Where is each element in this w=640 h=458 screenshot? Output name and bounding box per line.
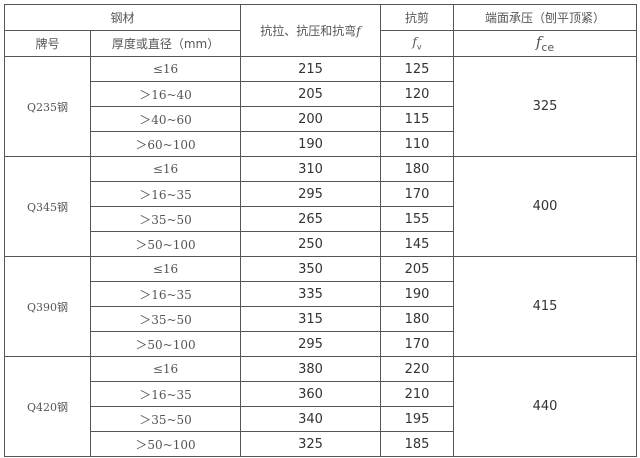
table-row: Q420钢 ≤16 380 220 440 [4, 356, 638, 457]
header-shear-symbol: fv [380, 30, 455, 57]
grade-cell: Q390钢 [4, 256, 91, 357]
table-row: ＞50~100 325 185 [5, 431, 637, 457]
thickness-cell: ＞35~50 [89, 406, 242, 432]
tension-cell: 295 [240, 331, 382, 357]
shear-cell: 170 [380, 181, 455, 207]
grade-cell: Q420钢 [4, 356, 91, 457]
shear-cell: 185 [380, 431, 455, 457]
table-row: ＞40~60 200 115 [5, 106, 637, 132]
tension-cell: 310 [240, 156, 382, 182]
thickness-cell: ＞50~100 [89, 331, 242, 357]
header-tension: 抗拉、抗压和抗弯f [240, 4, 382, 57]
header-bearing-symbol: fce [453, 30, 638, 57]
table-row: ＞35~50 340 195 [5, 406, 637, 432]
header-steel: 钢材 [3, 4, 242, 31]
shear-cell: 180 [380, 306, 455, 332]
header-bearing: 端面承压（刨平顶紧） [453, 4, 638, 31]
shear-cell: 110 [380, 131, 455, 157]
table-row: ＞16~40 205 120 [5, 81, 637, 107]
shear-cell: 205 [380, 256, 455, 282]
table-row: Q345钢 ≤16 310 180 400 [4, 156, 638, 257]
tension-cell: 190 [240, 131, 382, 157]
table-row: ＞60~100 190 110 [5, 131, 637, 157]
tension-cell: 360 [240, 381, 382, 407]
thickness-cell: ＞40~60 [89, 106, 242, 132]
thickness-cell: ＞35~50 [89, 206, 242, 232]
tension-cell: 250 [240, 231, 382, 257]
table-row: ＞16~35 335 190 [5, 281, 637, 307]
header-grade: 牌号 [4, 30, 91, 57]
shear-cell: 155 [380, 206, 455, 232]
table-row: ＞50~100 295 170 [5, 331, 637, 357]
tension-cell: 315 [240, 306, 382, 332]
shear-cell: 195 [380, 406, 455, 432]
thickness-cell: ＞35~50 [89, 306, 242, 332]
shear-cell: 125 [380, 56, 455, 82]
bearing-cell: 400 [453, 156, 638, 257]
table-row: ＞35~50 315 180 [5, 306, 637, 332]
tension-cell: 265 [240, 206, 382, 232]
shear-cell: 115 [380, 106, 455, 132]
shear-cell: 170 [380, 331, 455, 357]
thickness-cell: ＞16~35 [89, 181, 242, 207]
table-row: Q235钢 ≤16 215 125 325 [4, 56, 638, 157]
header-thickness: 厚度或直径（mm） [89, 30, 242, 57]
grade-cell: Q345钢 [4, 156, 91, 257]
tension-cell: 295 [240, 181, 382, 207]
steel-strength-table: 钢材 抗拉、抗压和抗弯f 抗剪 端面承压（刨平顶紧） 牌号 厚度或直径（mm） … [3, 4, 638, 457]
grade-cell: Q235钢 [4, 56, 91, 157]
shear-cell: 180 [380, 156, 455, 182]
tension-cell: 350 [240, 256, 382, 282]
tension-cell: 335 [240, 281, 382, 307]
thickness-cell: ＞16~35 [89, 381, 242, 407]
tension-cell: 200 [240, 106, 382, 132]
thickness-cell: ≤16 [89, 356, 242, 382]
shear-cell: 145 [380, 231, 455, 257]
header-shear: 抗剪 [380, 4, 455, 31]
table-row: Q390钢 ≤16 350 205 415 [4, 256, 638, 357]
table-row: ＞16~35 295 170 [5, 181, 637, 207]
tension-cell: 215 [240, 56, 382, 82]
shear-cell: 120 [380, 81, 455, 107]
thickness-cell: ＞16~35 [89, 281, 242, 307]
shear-cell: 210 [380, 381, 455, 407]
thickness-cell: ≤16 [89, 56, 242, 82]
bearing-cell: 415 [453, 256, 638, 357]
thickness-cell: ≤16 [89, 156, 242, 182]
thickness-cell: ＞50~100 [89, 231, 242, 257]
bearing-cell: 440 [453, 356, 638, 457]
thickness-cell: ＞16~40 [89, 81, 242, 107]
table-row: ＞16~35 360 210 [5, 381, 637, 407]
tension-cell: 380 [240, 356, 382, 382]
tension-cell: 205 [240, 81, 382, 107]
shear-cell: 190 [380, 281, 455, 307]
thickness-cell: ≤16 [89, 256, 242, 282]
tension-cell: 325 [240, 431, 382, 457]
table-row: ＞50~100 250 145 [5, 231, 637, 257]
thickness-cell: ＞60~100 [89, 131, 242, 157]
bearing-cell: 325 [453, 56, 638, 157]
table-row: ＞35~50 265 155 [5, 206, 637, 232]
shear-cell: 220 [380, 356, 455, 382]
thickness-cell: ＞50~100 [89, 431, 242, 457]
tension-cell: 340 [240, 406, 382, 432]
